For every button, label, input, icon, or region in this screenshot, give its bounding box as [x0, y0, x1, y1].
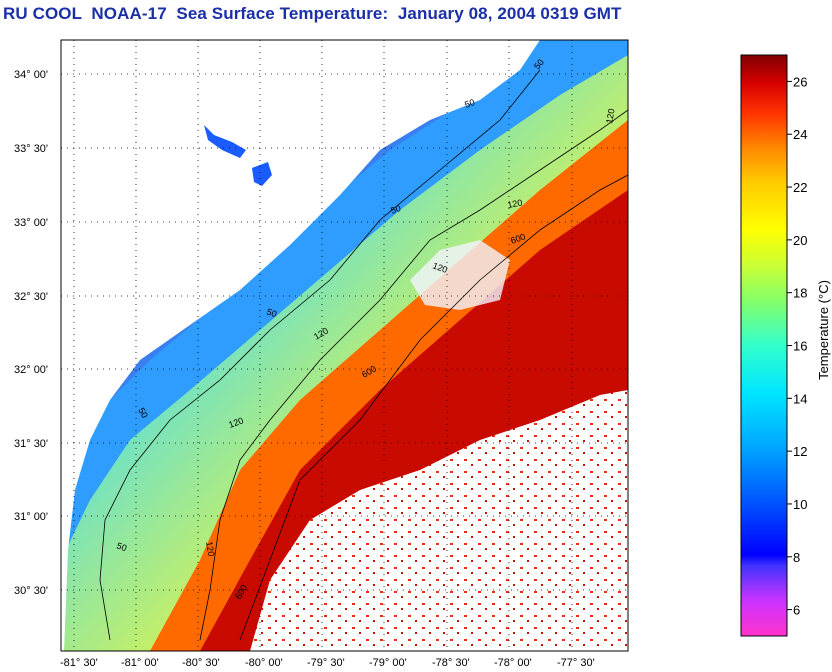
colorbar-tick-label: 6: [793, 603, 800, 618]
lon-tick-label: -78° 00': [494, 657, 532, 669]
colorbar-tick-label: 10: [793, 497, 807, 512]
contour-label: 120: [604, 108, 616, 125]
lon-tick-label: -78° 30': [432, 657, 470, 669]
colorbar-tick-label: 16: [793, 339, 807, 354]
lat-tick-label: 31° 00': [14, 511, 48, 523]
sst-image: [61, 40, 628, 651]
lon-tick-label: -80° 00': [245, 657, 283, 669]
lat-tick-label: 32° 00': [14, 364, 48, 376]
colorbar-tick-label: 26: [793, 74, 807, 89]
map-title: RU COOL NOAA-17 Sea Surface Temperature:…: [3, 4, 622, 23]
contour-label: 50: [115, 540, 128, 553]
contour-label: 600: [509, 231, 527, 246]
colorbar-tick-label: 22: [793, 180, 807, 195]
lat-tick-label: 34° 00': [14, 69, 48, 81]
lon-tick-label: -79° 30': [307, 657, 345, 669]
map-frame: [60, 39, 629, 652]
lat-tick-label: 31° 30': [14, 438, 48, 450]
contour-labels: 50 50 50 50 50 50 120 120 120 120 120 12…: [115, 57, 616, 601]
lat-tick-label: 33° 30': [14, 143, 48, 155]
lon-tick-label: -81° 00': [121, 657, 159, 669]
colorbar-tick-label: 24: [793, 127, 807, 142]
colorbar-gradient: [740, 54, 788, 637]
colorbar-tick-label: 14: [793, 391, 807, 406]
colorbar-tick-label: 8: [793, 550, 800, 565]
contour-label: 50: [532, 57, 546, 71]
contour-label: 50: [136, 406, 150, 420]
colorbar-ticks: 26 24 22 20 18 16 14 12 10 8 6: [787, 74, 807, 618]
colorbar-tick-label: 20: [793, 233, 807, 248]
lat-tick-label: 33° 00': [14, 217, 48, 229]
latitude-axis: 34° 00' 33° 30' 33° 00' 32° 30' 32° 00' …: [14, 69, 48, 597]
longitude-axis: -81° 30' -81° 00' -80° 30' -80° 00' -79°…: [60, 657, 595, 669]
lat-tick-label: 32° 30': [14, 291, 48, 303]
lon-tick-label: -81° 30': [60, 657, 98, 669]
contour-label: 120: [431, 260, 449, 275]
contour-label: 120: [227, 415, 245, 430]
contour-label: 50: [265, 306, 278, 319]
lon-tick-label: -80° 30': [182, 657, 220, 669]
colorbar-tick-label: 12: [793, 444, 807, 459]
contour-label: 120: [204, 541, 216, 558]
contour-label: 50: [463, 97, 476, 110]
contour-label: 50: [389, 203, 402, 216]
contour-label: 120: [507, 198, 524, 210]
lon-tick-label: -77° 30': [557, 657, 595, 669]
colorbar-tick-label: 18: [793, 286, 807, 301]
colorbar-axis-label: Temperature (°C): [816, 280, 831, 380]
lon-tick-label: -79° 00': [369, 657, 407, 669]
lat-tick-label: 30° 30': [14, 585, 48, 597]
colorbar: 26 24 22 20 18 16 14 12 10 8 6 Temperature (°C): [740, 54, 831, 637]
